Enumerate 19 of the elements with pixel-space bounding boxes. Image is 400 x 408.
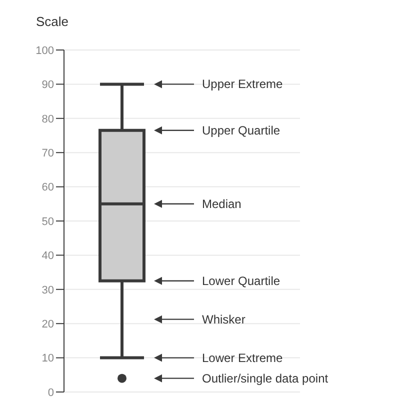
annotation: Upper Extreme	[202, 77, 284, 92]
y-tick-label: 80	[42, 113, 54, 126]
y-tick-label: 40	[42, 250, 54, 262]
y-tick-label: 70	[42, 148, 54, 160]
y-tick-label: 10	[42, 352, 54, 365]
y-tick-label: 50	[42, 216, 54, 228]
annotation: Whisker	[202, 312, 246, 326]
y-tick-label: 20	[42, 318, 54, 331]
y-axis-title: Scale	[35, 13, 70, 31]
y-tick-label: 100	[36, 44, 54, 57]
annotation: Lower Extreme	[202, 350, 284, 365]
y-tick-label: 90	[42, 79, 54, 92]
y-tick-label: 30	[42, 284, 54, 296]
annotation: Lower Quartile	[202, 274, 280, 288]
annotation: Upper Quartile	[202, 123, 280, 138]
annotation: Median	[202, 196, 242, 211]
annotation: Outlier/single data point	[202, 371, 329, 386]
y-tick-label: 0	[48, 386, 54, 399]
y-tick-label: 60	[42, 182, 54, 194]
